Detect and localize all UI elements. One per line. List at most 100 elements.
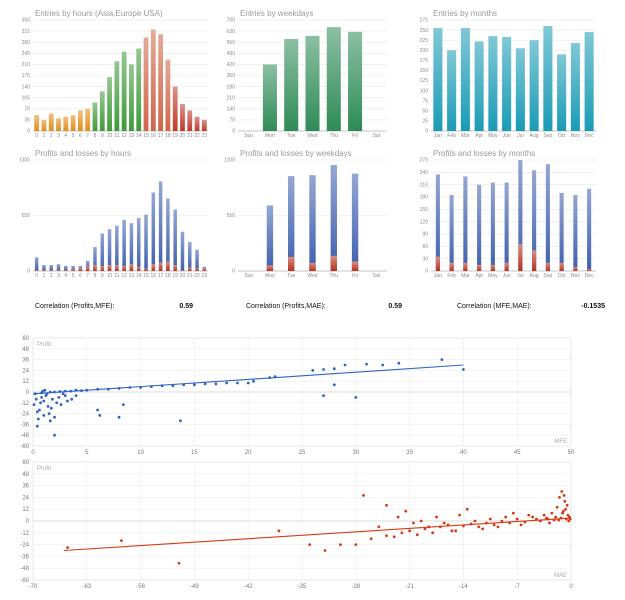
y-tick-label: 560 — [227, 40, 236, 46]
data-point — [354, 543, 358, 546]
x-tick-label: -63 — [82, 584, 91, 590]
data-point — [496, 525, 500, 529]
x-tick-label: Sat — [373, 273, 381, 279]
bar — [187, 110, 193, 131]
x-tick-label: Tue — [287, 133, 296, 139]
profit-bar — [532, 170, 537, 271]
profit-bar — [587, 188, 592, 271]
chart-title: Profits and losses by hours — [35, 149, 131, 158]
bar — [107, 77, 112, 131]
y-tick-label: 36 — [22, 358, 29, 364]
y-tick-label: 245 — [22, 51, 31, 57]
profit-bar — [129, 223, 134, 271]
data-point — [488, 517, 492, 521]
bar — [529, 40, 539, 131]
bar — [63, 116, 69, 131]
profit-bar — [42, 265, 46, 271]
profit-bar — [34, 257, 39, 271]
y-tick-label: 0 — [26, 390, 30, 396]
data-point — [362, 494, 365, 497]
data-point — [377, 525, 381, 529]
data-point — [203, 382, 207, 386]
loss-bar — [573, 266, 578, 271]
x-tick-label: 7 — [86, 133, 89, 139]
y-tick-label: 210 — [420, 182, 429, 188]
bar — [433, 28, 443, 132]
loss-bar — [188, 267, 192, 271]
data-point — [61, 392, 65, 396]
x-tick-label: -42 — [244, 584, 253, 590]
data-point — [396, 515, 400, 519]
x-tick-label: 19 — [172, 273, 178, 279]
data-point — [442, 521, 446, 525]
y-tick-label: 140 — [22, 84, 31, 90]
x-tick-label: Jul — [517, 133, 523, 139]
x-tick-label: 15 — [143, 273, 149, 279]
x-tick-label: 20 — [245, 450, 252, 456]
y-tick-label: 0 — [26, 519, 30, 525]
x-tick-label: 1 — [43, 273, 46, 279]
x-tick-label: 7 — [86, 273, 89, 279]
data-point — [98, 414, 102, 417]
loss-bar — [180, 270, 185, 271]
data-point — [381, 363, 385, 367]
bar — [543, 26, 553, 132]
x-tick-label: 18 — [165, 133, 171, 139]
x-tick-label: -14 — [459, 584, 468, 590]
x-tick-label: Dec — [585, 133, 594, 139]
x-tick-label: 0 — [31, 450, 35, 456]
x-tick-label: 17 — [158, 273, 164, 279]
y-tick-label: 48 — [22, 347, 29, 353]
y-tick-label: 180 — [420, 195, 429, 201]
x-tick-label: 35 — [406, 450, 413, 456]
bar — [447, 50, 457, 131]
profit-bar — [93, 247, 97, 271]
bar — [474, 41, 484, 131]
y-tick-label: 75 — [422, 98, 428, 104]
y-tick-label: -24 — [20, 412, 29, 418]
loss-bar — [518, 244, 523, 271]
y-tick-label: 225 — [420, 38, 429, 44]
y-tick-label: 120 — [420, 219, 429, 225]
profit-bar — [122, 219, 126, 271]
x-tick-label: Jul — [517, 273, 523, 279]
x-tick-label: 4 — [64, 133, 67, 139]
data-point — [435, 515, 438, 519]
y-tick-label: 0 — [27, 269, 30, 275]
data-point — [408, 529, 411, 533]
profit-bar — [288, 176, 295, 271]
y-tick-label: 200 — [420, 48, 429, 54]
data-point — [465, 507, 469, 511]
x-tick-label: Thu — [329, 273, 338, 279]
profit-bar — [573, 194, 578, 271]
bar — [121, 51, 127, 131]
data-point — [562, 494, 566, 497]
profit-bar — [173, 209, 177, 271]
y-tick-label: -24 — [20, 543, 29, 549]
x-tick-label: 17 — [158, 133, 164, 139]
x-tick-label: 23 — [202, 133, 208, 139]
bar — [180, 104, 185, 131]
data-point — [431, 531, 435, 535]
bar — [48, 113, 54, 131]
profit-bar — [477, 184, 482, 271]
x-tick-label: Tue — [287, 273, 296, 279]
data-point — [42, 414, 46, 417]
series-label: Profit — [37, 466, 51, 472]
x-tick-label: 15 — [191, 450, 198, 456]
loss-bar — [115, 265, 119, 271]
x-tick-label: 2 — [50, 273, 53, 279]
x-tick-label: Oct — [558, 133, 566, 139]
data-point — [412, 521, 415, 525]
bar — [136, 48, 142, 131]
data-point — [563, 499, 567, 503]
chart-title: Entries by months — [433, 9, 497, 18]
profit-bar — [504, 182, 509, 271]
data-point — [565, 503, 569, 507]
chart-title: Profits and losses by weekdays — [240, 149, 352, 158]
bar — [201, 119, 207, 131]
loss-bar — [100, 265, 105, 271]
y-tick-label: 490 — [227, 51, 236, 57]
profit-bar — [490, 182, 495, 271]
